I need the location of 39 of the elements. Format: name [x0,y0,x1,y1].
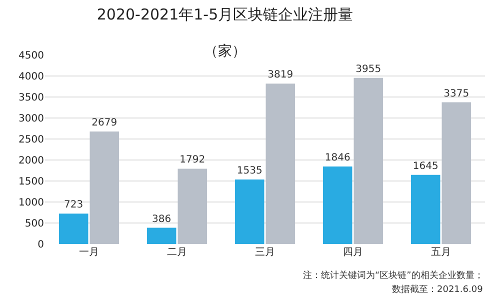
x-tick-label: 五月 [431,247,451,258]
data-label: 3955 [356,64,382,75]
data-label: 2679 [92,117,118,128]
y-tick-label: 1500 [18,176,44,188]
data-label: 3375 [444,88,470,100]
bar [442,102,472,244]
x-tick-label: 二月 [167,247,187,258]
data-label: 1535 [236,166,262,177]
y-tick-label: 0 [38,240,44,250]
y-tick-label: 3500 [18,92,44,104]
y-tick-label: 1000 [18,198,44,208]
chart-title: 2020-2021年1-5月区块链企业注册量 [96,6,354,24]
y-tick-label: 2000 [18,156,44,166]
x-tick-label: 四月 [343,247,363,258]
bar [58,214,88,244]
data-label: 1792 [180,154,206,166]
bar [322,166,352,244]
y-tick-label: 2500 [18,134,44,146]
data-label: 386 [152,214,172,225]
bar [354,78,384,244]
data-label: 723 [64,200,84,211]
x-tick-label: 一月 [79,247,99,258]
bar [90,131,120,244]
y-tick-label: 4000 [18,72,44,82]
text: 数据截至：2021.6.09 [392,284,484,295]
bar [266,84,296,244]
bar [178,168,208,244]
y-tick-label: 500 [24,218,44,230]
data-label: 3819 [268,70,294,81]
x-tick-label: 三月 [255,247,275,258]
chart-subtitle: （家） [204,44,246,60]
data-label: 1846 [324,152,350,164]
data-label: 1645 [412,160,438,172]
y-tick-label: 4500 [18,50,44,62]
y-tick-label: 3000 [18,114,44,124]
bar [146,228,176,244]
text: 注：统计关键词为“区块链”的相关企业数量； [303,270,484,281]
bar [234,180,264,244]
bar [410,174,440,244]
